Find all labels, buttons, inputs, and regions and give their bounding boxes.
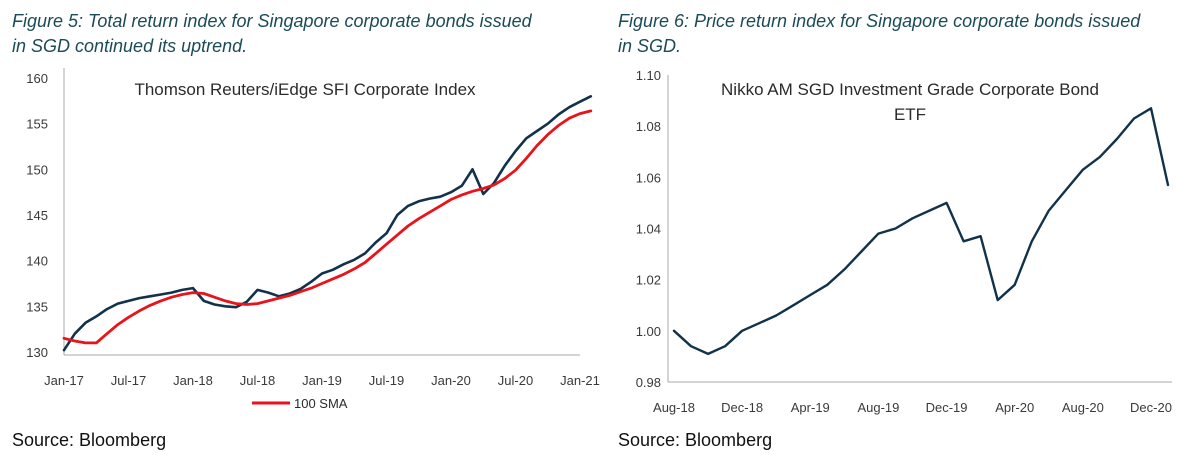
x-tick-label: Apr-20 — [995, 400, 1034, 415]
figure-5-caption-line2: in SGD continued its uptrend. — [12, 36, 248, 56]
figure-5-caption: Figure 5: Total return index for Singapo… — [12, 9, 597, 59]
x-tick-label: Aug-19 — [857, 400, 899, 415]
figure-6-caption-line2: in SGD. — [618, 36, 682, 56]
chart-title-line1: Nikko AM SGD Investment Grade Corporate … — [721, 80, 1099, 99]
x-tick-label: Dec-18 — [721, 400, 763, 415]
x-tick-label: Jul-20 — [498, 373, 533, 388]
x-tick-label: Jan-19 — [302, 373, 342, 388]
y-tick-label: 1.10 — [636, 68, 661, 83]
figure-5-chart: Thomson Reuters/iEdge SFI Corporate Inde… — [26, 68, 600, 411]
y-tick-label: 140 — [26, 254, 48, 269]
y-tick-label: 145 — [26, 208, 48, 223]
series-line-index — [672, 107, 1170, 356]
y-tick-label: 160 — [26, 71, 48, 86]
legend-label-100-sma: 100 SMA — [294, 396, 348, 411]
figure-6-panel: Figure 6: Price return index for Singapo… — [606, 0, 1204, 473]
y-tick-label: 1.04 — [636, 222, 661, 237]
chart-title-line2: ETF — [894, 105, 926, 124]
y-tick-label: 1.08 — [636, 119, 661, 134]
series-line-100-sma — [62, 109, 593, 345]
series-line-index — [62, 95, 593, 352]
y-tick-label: 0.98 — [636, 375, 661, 390]
x-tick-label: Jan-21 — [560, 373, 600, 388]
figure-5-source: Source: Bloomberg — [12, 430, 167, 450]
figure-6-chart: Nikko AM SGD Investment Grade Corporate … — [636, 68, 1172, 415]
y-tick-label: 1.00 — [636, 324, 661, 339]
x-tick-label: Aug-20 — [1062, 400, 1104, 415]
figure-6-caption: Figure 6: Price return index for Singapo… — [618, 9, 1203, 59]
figure-5-panel: Figure 5: Total return index for Singapo… — [0, 0, 600, 473]
figure-5-caption-line1: Figure 5: Total return index for Singapo… — [12, 11, 532, 31]
x-tick-label: Apr-19 — [791, 400, 830, 415]
x-tick-label: Aug-18 — [653, 400, 695, 415]
y-tick-label: 150 — [26, 162, 48, 177]
figure-6-caption-line1: Figure 6: Price return index for Singapo… — [618, 11, 1141, 31]
x-tick-label: Jul-18 — [240, 373, 275, 388]
x-tick-label: Dec-19 — [926, 400, 968, 415]
y-tick-label: 155 — [26, 117, 48, 132]
x-tick-label: Jan-17 — [44, 373, 84, 388]
y-tick-label: 135 — [26, 299, 48, 314]
x-tick-label: Dec-20 — [1130, 400, 1172, 415]
chart-title: Thomson Reuters/iEdge SFI Corporate Inde… — [134, 80, 476, 99]
legend: 100 SMA — [252, 396, 348, 411]
x-tick-label: Jan-18 — [173, 373, 213, 388]
y-tick-label: 1.02 — [636, 273, 661, 288]
y-tick-label: 1.06 — [636, 170, 661, 185]
x-tick-label: Jan-20 — [431, 373, 471, 388]
x-tick-label: Jul-19 — [369, 373, 404, 388]
x-tick-label: Jul-17 — [111, 373, 146, 388]
figure-6-source: Source: Bloomberg — [618, 430, 773, 450]
y-tick-label: 130 — [26, 345, 48, 360]
